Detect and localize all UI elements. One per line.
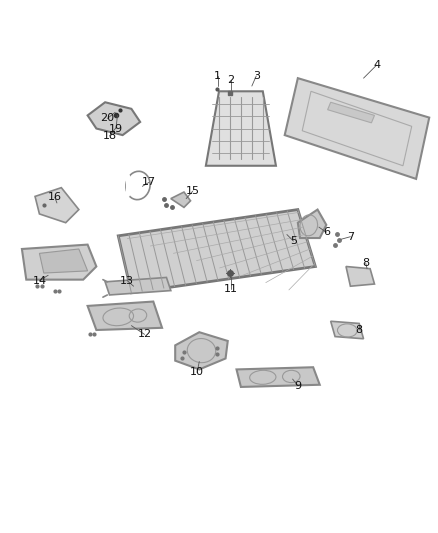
Polygon shape xyxy=(118,209,315,293)
Text: 12: 12 xyxy=(138,329,152,340)
Polygon shape xyxy=(175,332,228,369)
Text: 15: 15 xyxy=(186,186,200,196)
Polygon shape xyxy=(331,321,364,339)
Text: 11: 11 xyxy=(224,284,238,294)
Text: 17: 17 xyxy=(142,177,156,188)
Text: 7: 7 xyxy=(347,232,354,242)
Text: 1: 1 xyxy=(214,71,221,81)
Text: 18: 18 xyxy=(102,131,117,141)
Polygon shape xyxy=(105,278,171,295)
Polygon shape xyxy=(206,91,276,166)
Text: 10: 10 xyxy=(190,367,204,377)
Text: 16: 16 xyxy=(48,192,62,203)
Polygon shape xyxy=(88,102,140,135)
Text: 4: 4 xyxy=(373,60,380,70)
Text: 13: 13 xyxy=(120,276,134,286)
Text: 6: 6 xyxy=(323,228,330,237)
Text: 2: 2 xyxy=(227,75,234,85)
Polygon shape xyxy=(237,367,320,387)
Polygon shape xyxy=(35,188,79,223)
Polygon shape xyxy=(39,249,88,273)
Polygon shape xyxy=(88,302,162,330)
Text: 8: 8 xyxy=(362,258,369,268)
Text: 8: 8 xyxy=(356,325,363,335)
Polygon shape xyxy=(22,245,96,280)
Polygon shape xyxy=(171,192,191,207)
Text: 5: 5 xyxy=(290,236,297,246)
Polygon shape xyxy=(346,266,374,286)
Text: 3: 3 xyxy=(253,71,260,81)
Polygon shape xyxy=(328,102,374,123)
Text: 9: 9 xyxy=(294,381,301,391)
Polygon shape xyxy=(298,209,326,238)
Text: 19: 19 xyxy=(109,124,123,134)
Text: 20: 20 xyxy=(100,114,114,124)
Text: 14: 14 xyxy=(32,276,46,286)
Polygon shape xyxy=(285,78,429,179)
